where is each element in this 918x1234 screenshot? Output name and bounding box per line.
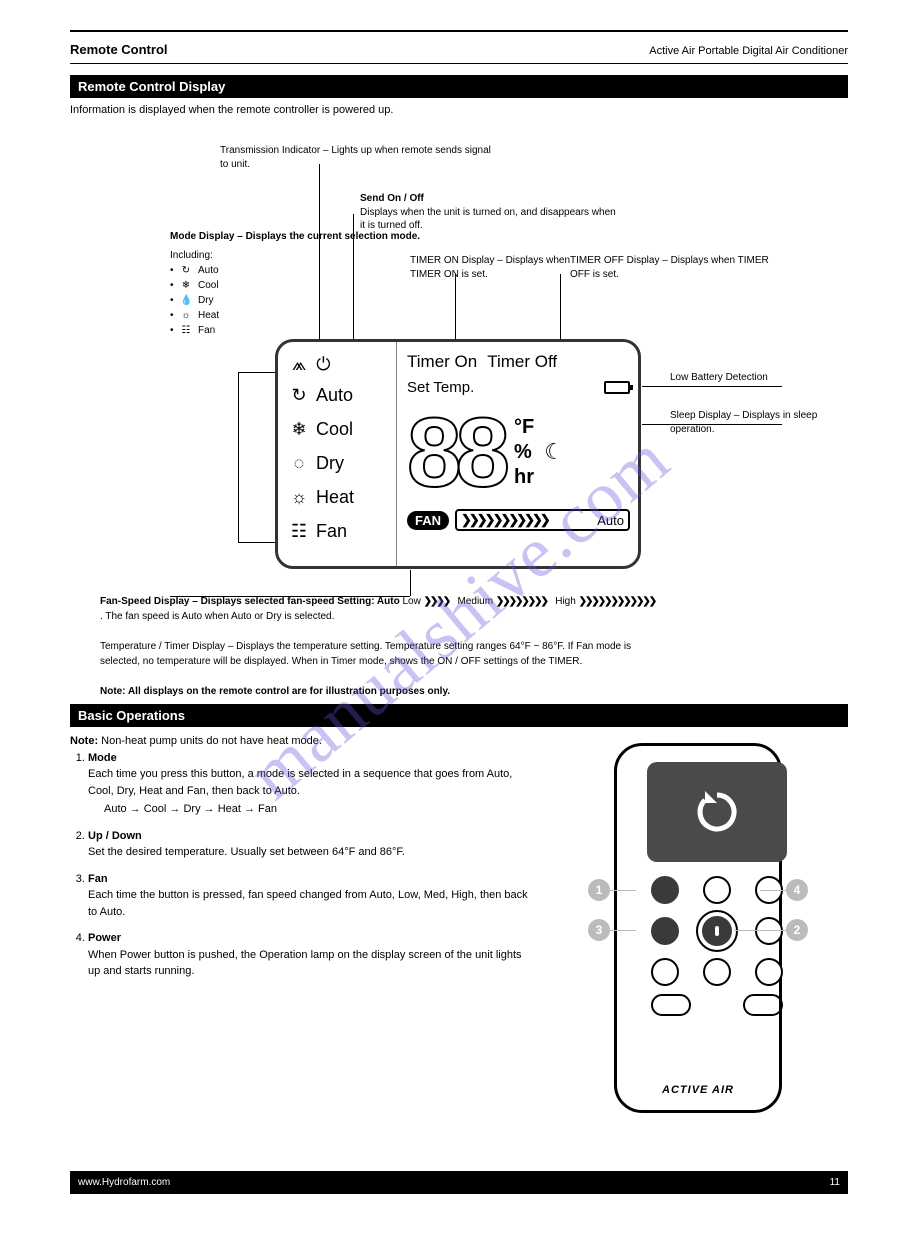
fan-icon: ☷ [180, 323, 192, 338]
cool-icon: ❄ [180, 278, 192, 293]
mode-including: Including: [170, 250, 213, 261]
operations-section: Note: Non-heat pump units do not have he… [70, 733, 848, 1153]
remote-btn-mode[interactable] [651, 876, 679, 904]
remote-pill-left[interactable] [651, 994, 691, 1016]
step-badge-1: 1 [588, 879, 610, 901]
fan-icon: ☷ [288, 521, 310, 542]
lcd-diagram: Mode Display – Displays the current sele… [70, 134, 848, 694]
heat-icon: ☼ [288, 487, 310, 508]
fan-pill: FAN [407, 511, 449, 530]
page-header: Remote Control Active Air Portable Digit… [70, 42, 848, 57]
battery-icon [604, 381, 630, 394]
remote-illustration: ACTIVE AIR 1 3 4 2 [598, 743, 798, 1123]
remote-btn-down[interactable] [703, 958, 731, 986]
step-badge-3: 3 [588, 919, 610, 941]
section-band-operations: Basic Operations [70, 704, 848, 727]
sub-rule [70, 63, 848, 71]
cycle-icon [687, 787, 747, 837]
timer-on-label: Timer On [407, 352, 477, 372]
callout-battery: Low Battery Detection [670, 371, 850, 385]
remote-btn-blank1[interactable] [755, 917, 783, 945]
step-2: Up / Down Set the desired temperature. U… [88, 828, 530, 861]
callout-sendonoff: Send On / Off Displays when the unit is … [360, 192, 620, 233]
temp-digits: 88 [407, 403, 504, 501]
page-footer: www.Hydrofarm.com 11 [70, 1171, 848, 1194]
footer-left: www.Hydrofarm.com [78, 1177, 170, 1188]
remote-screen [647, 762, 787, 862]
cool-icon: ❄ [288, 419, 310, 440]
moon-icon: ☾ [544, 439, 564, 465]
dry-icon: 💧 [180, 293, 192, 308]
remote-btn-center[interactable] [698, 912, 736, 950]
fan-speed-text: Fan-Speed Display – Displays selected fa… [100, 594, 660, 699]
mode-bullets: Mode Display – Displays the current sele… [170, 229, 420, 338]
timer-off-label: Timer Off [487, 352, 557, 372]
mode-display-label: Mode Display – Displays the current sele… [170, 231, 420, 242]
step-badge-4: 4 [786, 879, 808, 901]
dry-icon: ◌ [288, 453, 310, 474]
remote-pill-right[interactable] [743, 994, 783, 1016]
top-rule [70, 30, 848, 38]
remote-btn-fan[interactable] [651, 917, 679, 945]
heat-icon: ☼ [180, 308, 192, 323]
step-4: Power When Power button is pushed, the O… [88, 930, 530, 980]
fan-speed-chevrons: ❯❯❯❯❯❯❯❯❯❯❯ [461, 512, 596, 528]
set-temp-label: Set Temp. [407, 379, 474, 396]
remote-logo: ACTIVE AIR [617, 1084, 779, 1096]
header-right: Active Air Portable Digital Air Conditio… [649, 45, 848, 57]
remote-btn-up[interactable] [703, 876, 731, 904]
section-subtitle: Information is displayed when the remote… [70, 104, 848, 116]
footer-right: 11 [830, 1177, 840, 1188]
power-icon: ⏻ [316, 354, 330, 375]
section-band-display: Remote Control Display [70, 75, 848, 98]
auto-icon: ↻ [288, 385, 310, 406]
header-left: Remote Control [70, 42, 168, 57]
step-3: Fan Each time the button is pressed, fan… [88, 871, 530, 921]
auto-icon: ↻ [180, 263, 192, 278]
callout-timeroff: TIMER OFF Display – Displays when TIMER … [570, 254, 770, 281]
remote-btn-blank2[interactable] [651, 958, 679, 986]
wifi-icon: ⩕ [292, 354, 306, 375]
step-1: Mode Each time you press this button, a … [88, 750, 530, 818]
callout-transmission: Transmission Indicator – Lights up when … [220, 144, 500, 171]
callout-timeron: TIMER ON Display – Displays when TIMER O… [410, 254, 580, 281]
lcd-screen: ⩕ ⏻ ↻Auto ❄Cool ◌Dry ☼Heat ☷Fan Timer On… [275, 339, 641, 569]
step-badge-2: 2 [786, 919, 808, 941]
callout-sleep: Sleep Display – Displays in sleep operat… [670, 409, 850, 436]
remote-btn-blank3[interactable] [755, 958, 783, 986]
